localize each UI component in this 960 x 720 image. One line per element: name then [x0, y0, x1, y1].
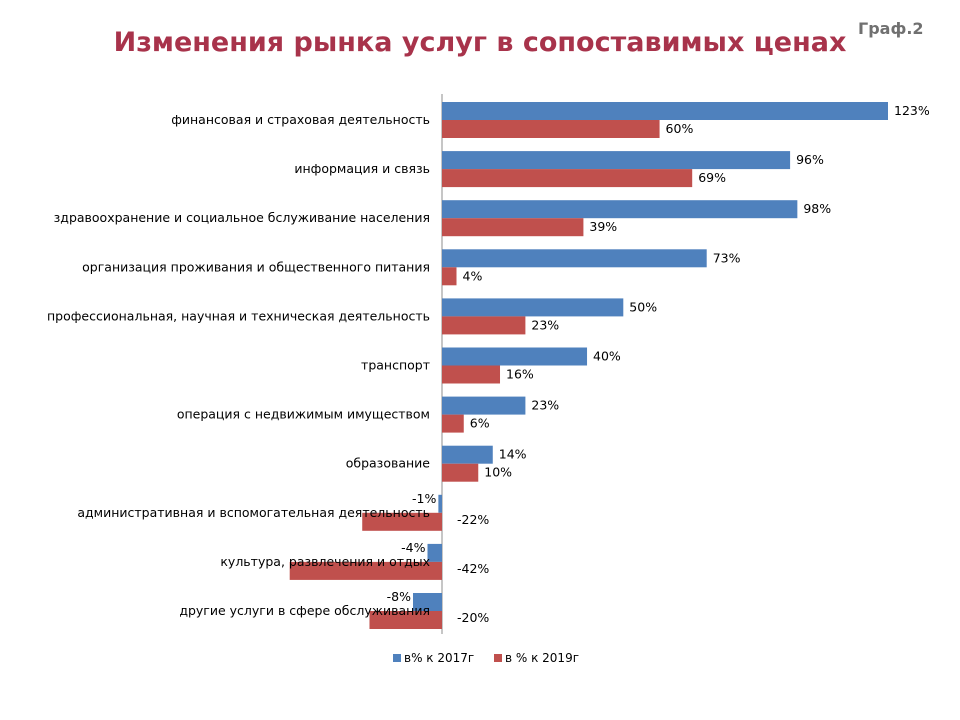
- bar-2019: [442, 267, 457, 286]
- category-label: финансовая и страховая деятельность: [171, 112, 430, 127]
- category-label: транспорт: [361, 358, 430, 373]
- bar-2019: [442, 316, 526, 335]
- data-label-2017: 50%: [629, 299, 657, 314]
- data-label-2017: -8%: [387, 589, 411, 604]
- category-label: образование: [346, 456, 431, 471]
- data-label-2017: 14%: [499, 447, 527, 462]
- data-label-2019: 4%: [463, 268, 483, 283]
- bar-2017: [442, 151, 791, 170]
- data-label-2019: 60%: [666, 121, 694, 136]
- category-label: административная и вспомогательная деяте…: [77, 505, 430, 520]
- figure-number-badge: Граф.2: [858, 19, 924, 38]
- bar-2017: [442, 200, 798, 219]
- bar-2019: [442, 169, 693, 188]
- bar-2019: [369, 611, 442, 629]
- bar-2017: [442, 102, 888, 120]
- data-label-2019: 16%: [506, 367, 534, 382]
- bar-2017: [442, 298, 624, 317]
- bar-2017: [438, 494, 442, 513]
- category-label: здравоохранение и социальное бслуживание…: [54, 210, 430, 225]
- chart-title: Изменения рынка услуг в сопоставимых цен…: [113, 27, 847, 58]
- category-label: другие услуги в сфере обслуживания: [179, 603, 430, 618]
- data-label-2019: -20%: [457, 610, 489, 625]
- data-label-2019: 39%: [589, 219, 617, 234]
- bar-2017: [442, 249, 707, 268]
- bar-2017: [427, 543, 442, 562]
- category-label: профессиональная, научная и техническая …: [47, 308, 430, 323]
- bar-2017: [442, 445, 493, 464]
- bar-2019: [442, 120, 660, 138]
- bar-2017: [442, 347, 588, 366]
- bar-2017: [442, 396, 526, 415]
- legend-label-2017: в% к 2017г: [404, 651, 474, 665]
- bar-2017: [412, 593, 442, 611]
- bar-2019: [442, 463, 479, 482]
- data-label-2017: 23%: [531, 398, 559, 413]
- data-label-2017: -4%: [401, 540, 425, 555]
- category-label: информация и связь: [294, 161, 430, 176]
- data-label-2017: 73%: [713, 250, 741, 265]
- data-label-2017: 40%: [593, 349, 621, 364]
- legend-label-2019: в % к 2019г: [505, 651, 579, 665]
- bar-2019: [442, 414, 464, 433]
- data-label-2019: 69%: [698, 170, 726, 185]
- legend-swatch-2019: [494, 654, 502, 662]
- data-label-2017: 96%: [796, 152, 824, 167]
- legend-swatch-2017: [393, 654, 401, 662]
- category-label: организация проживания и общественного п…: [82, 259, 430, 274]
- data-label-2017: 98%: [803, 201, 831, 216]
- data-label-2017: 123%: [894, 103, 930, 118]
- bar-2019: [289, 561, 442, 580]
- data-label-2019: -22%: [457, 512, 489, 527]
- category-label: операция с недвижимым имуществом: [177, 407, 430, 422]
- data-label-2019: 10%: [484, 465, 512, 480]
- category-label: культура, развлечения и отдых: [220, 554, 430, 569]
- data-label-2017: -1%: [412, 491, 436, 506]
- bar-2019: [362, 512, 442, 531]
- data-label-2019: 6%: [470, 416, 490, 431]
- data-label-2019: 23%: [531, 317, 559, 332]
- data-label-2019: -42%: [457, 561, 489, 576]
- bar-2019: [442, 365, 501, 384]
- bar-2019: [442, 218, 584, 237]
